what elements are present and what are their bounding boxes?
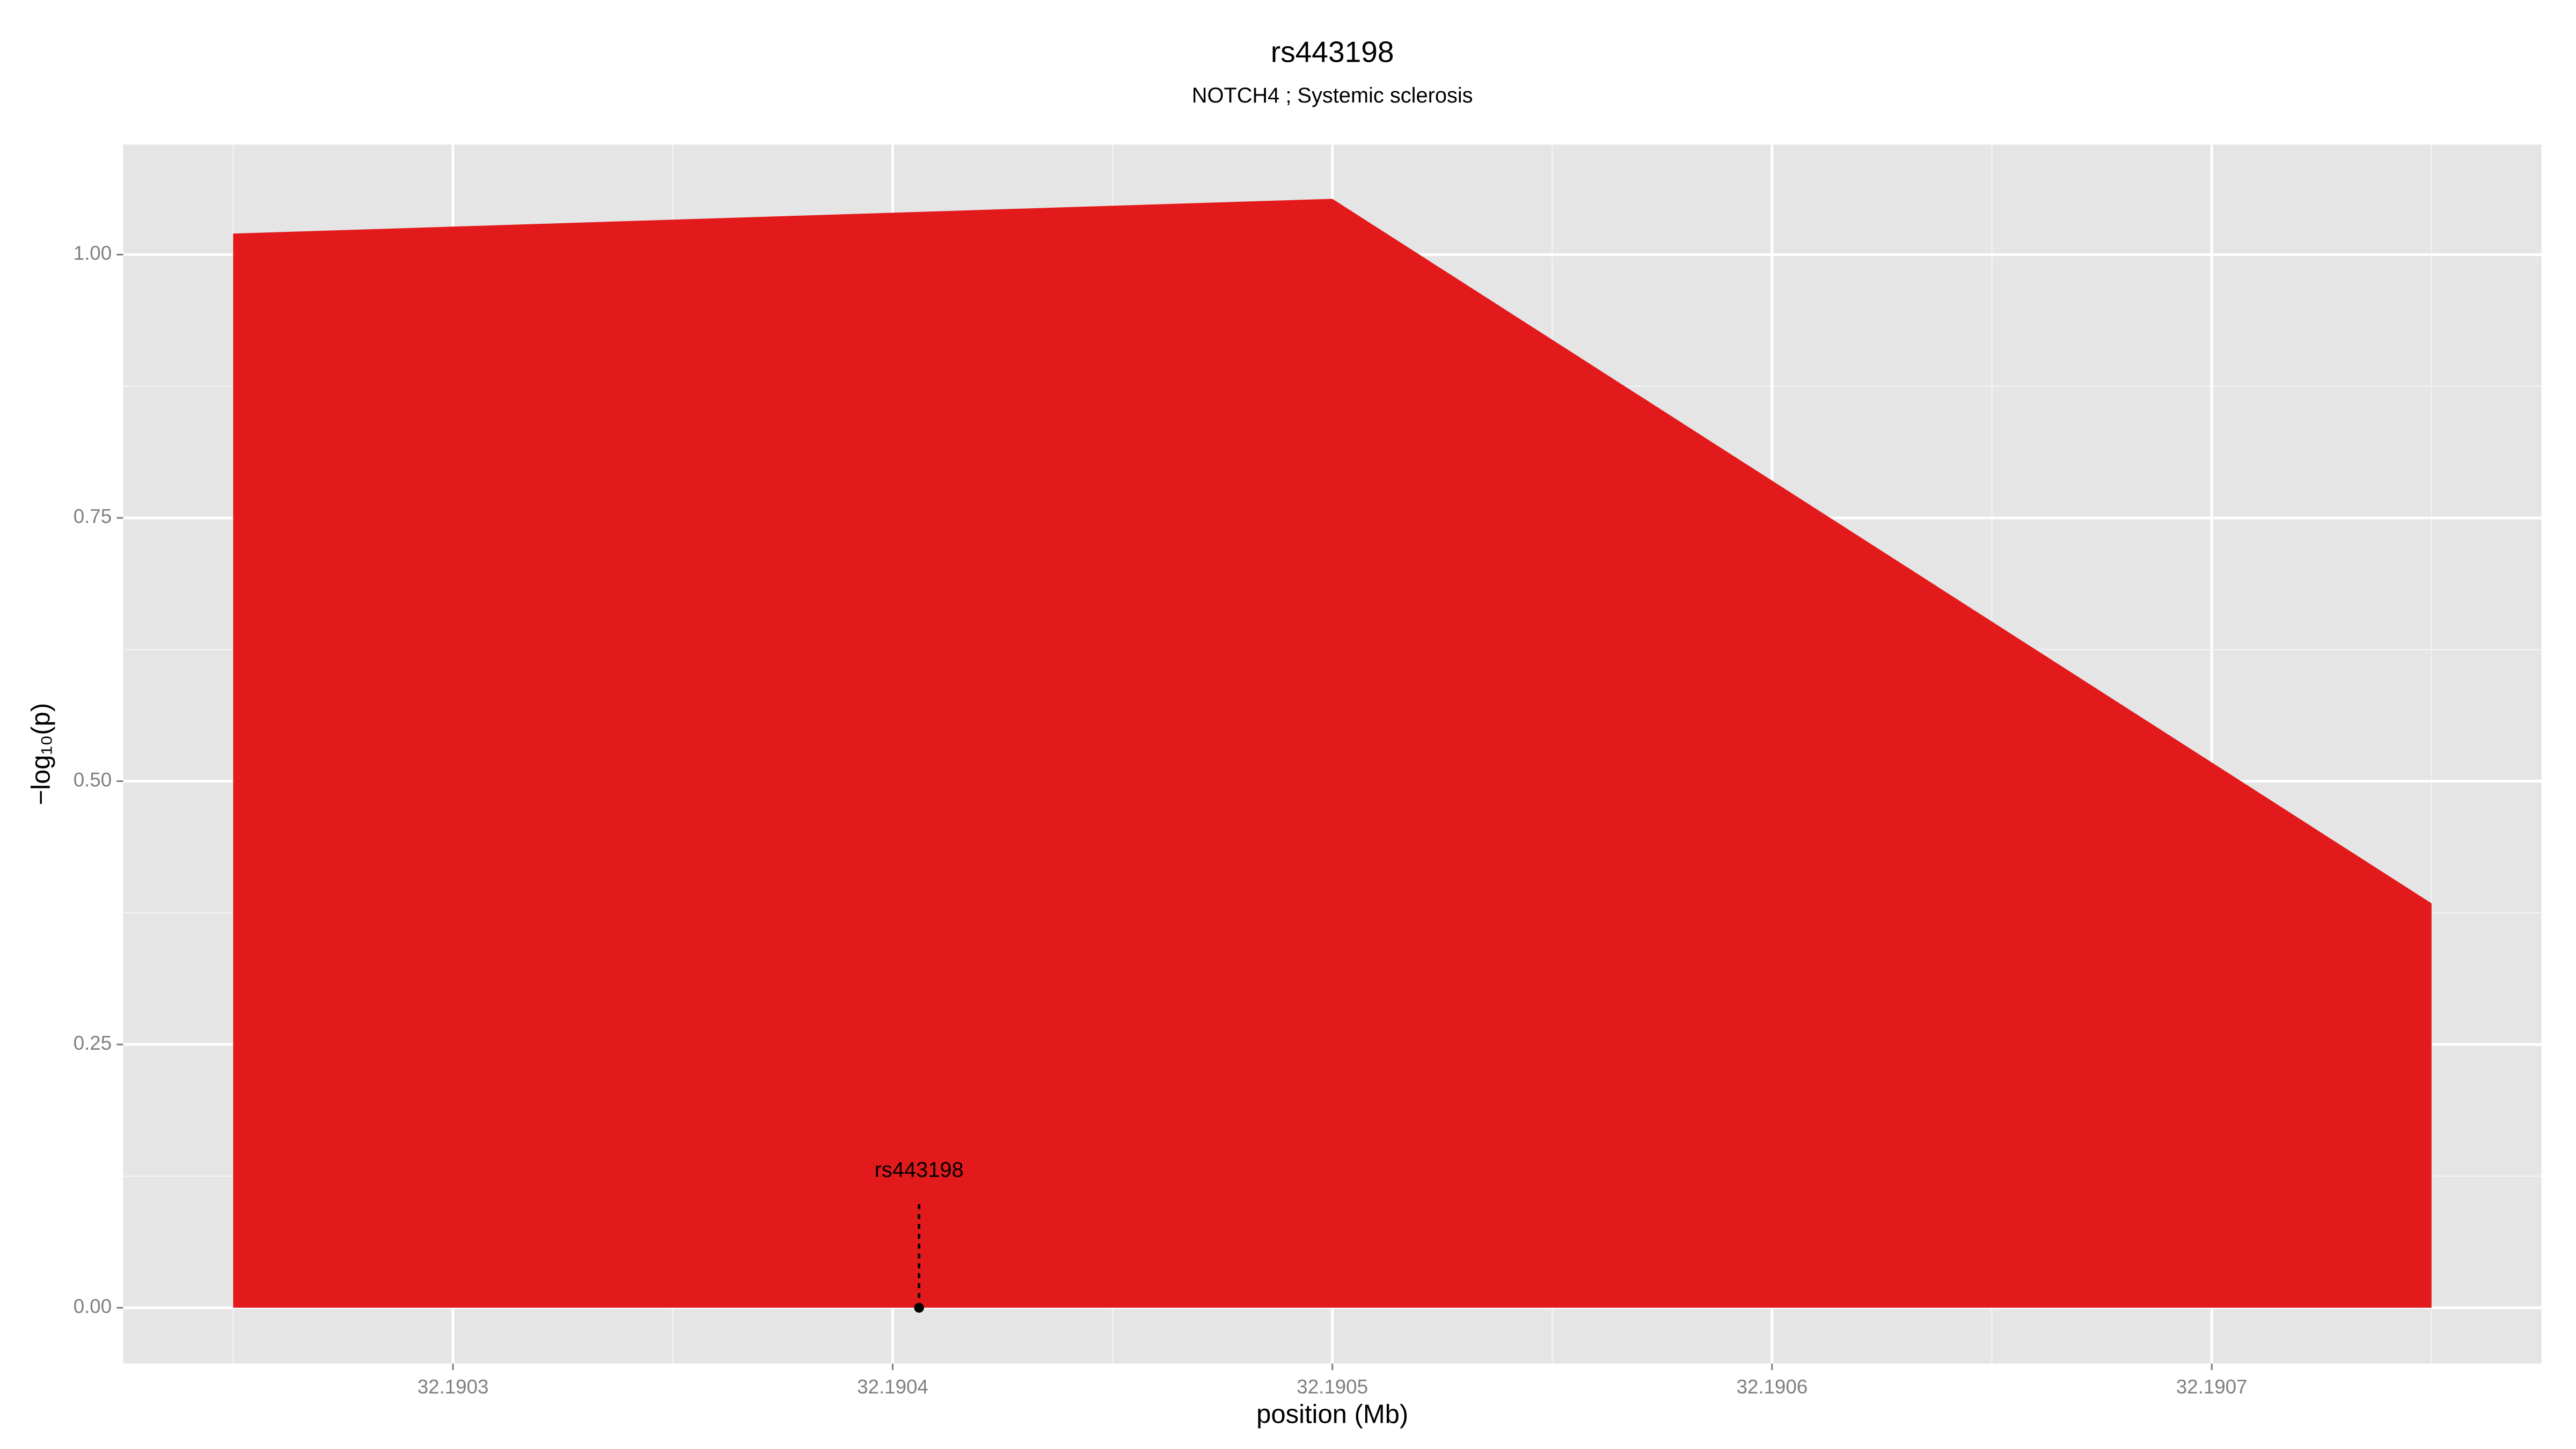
y-tick-label: 0.00 xyxy=(74,1296,112,1318)
y-tick-label: 1.00 xyxy=(74,242,112,264)
x-tick-label: 32.1906 xyxy=(1737,1375,1808,1397)
chart-title: rs443198 xyxy=(1271,35,1394,69)
y-tick-label: 0.50 xyxy=(74,769,112,791)
x-tick-label: 32.1903 xyxy=(418,1375,489,1397)
x-tick-label: 32.1904 xyxy=(857,1375,928,1397)
area xyxy=(233,199,2432,1308)
annotation-label: rs443198 xyxy=(875,1158,964,1182)
annotation-point xyxy=(914,1302,924,1313)
y-tick-label: 0.75 xyxy=(74,506,112,528)
x-tick-label: 32.1905 xyxy=(1297,1375,1368,1397)
chart-subtitle: NOTCH4 ; Systemic sclerosis xyxy=(1192,84,1473,107)
y-tick-label: 0.25 xyxy=(74,1032,112,1054)
x-tick-label: 32.1907 xyxy=(2176,1375,2248,1397)
x-axis-label: position (Mb) xyxy=(1256,1400,1408,1429)
y-axis-label: −log₁₀(p) xyxy=(27,703,56,806)
